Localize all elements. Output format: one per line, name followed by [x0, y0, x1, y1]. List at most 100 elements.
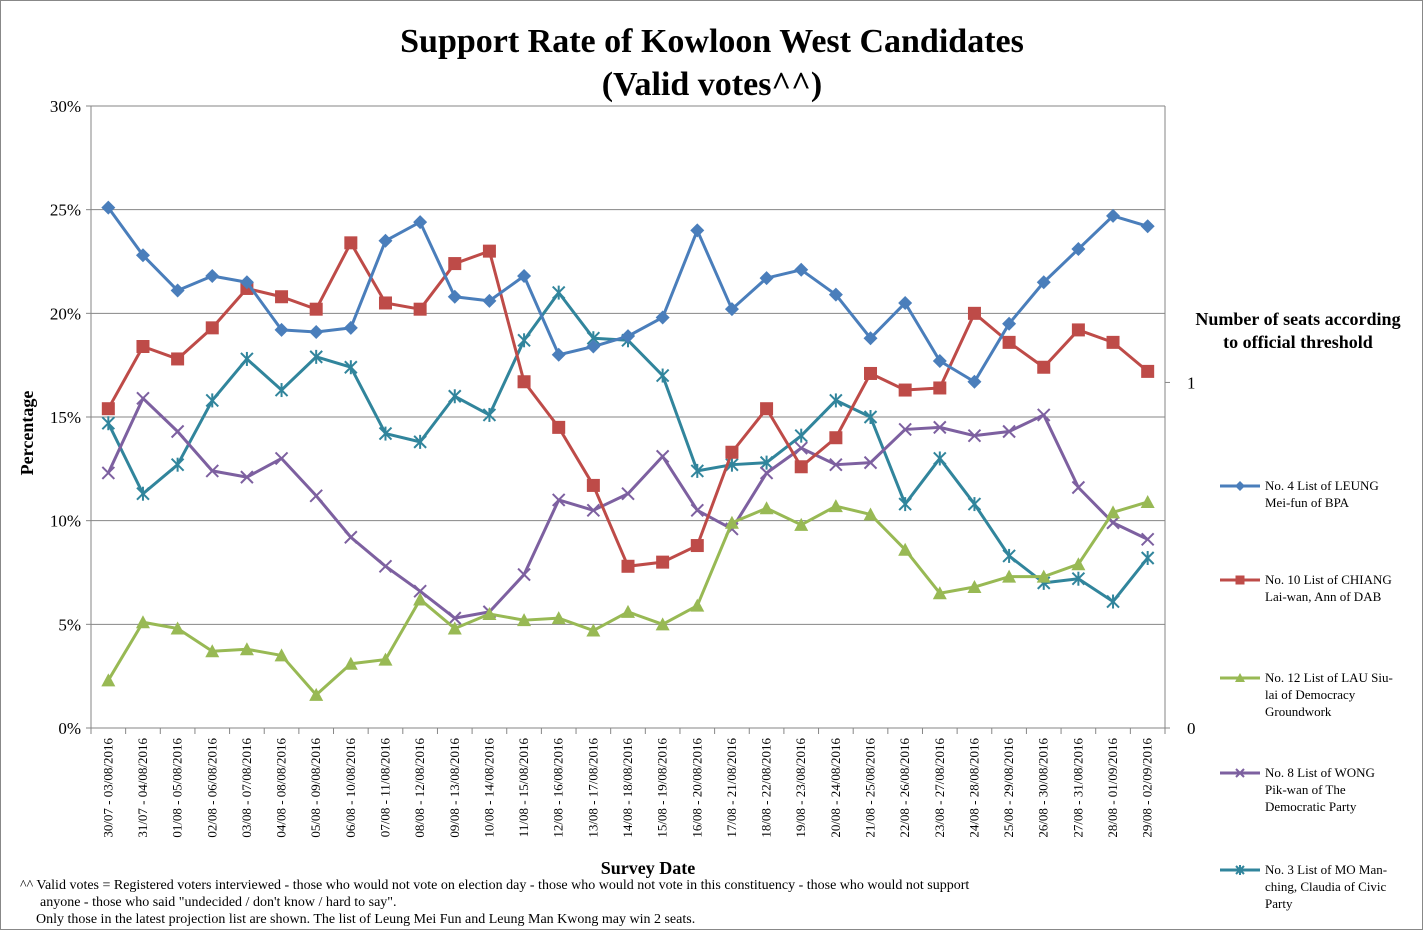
- data-point: [863, 455, 878, 470]
- chart-title-line-1: Support Rate of Kowloon West Candidates: [400, 23, 1024, 60]
- data-point: [1037, 408, 1051, 422]
- data-point-stroke: [448, 611, 462, 625]
- data-point: [170, 621, 185, 635]
- data-point: [1037, 360, 1051, 374]
- x-tick-label: 13/08 - 17/08/2016: [585, 738, 600, 838]
- axes: [86, 105, 1166, 734]
- data-point-stroke: [552, 493, 566, 507]
- legend-label: Mei-fun of BPA: [1265, 495, 1350, 510]
- data-point: [378, 233, 393, 248]
- footnote-line-2: anyone - those who said "undecided / don…: [40, 895, 397, 910]
- data-point: [448, 611, 462, 625]
- data-point: [136, 340, 150, 354]
- data-point: [898, 542, 913, 556]
- x-tick-label: 18/08 - 22/08/2016: [759, 738, 774, 838]
- y-axis-tick-labels: 0% 5% 10% 15% 20% 25% 30%: [50, 97, 81, 738]
- data-point: [1071, 323, 1085, 337]
- data-point: [170, 457, 185, 472]
- y-tick-label: 10%: [50, 512, 81, 531]
- x-tick-label: 01/08 - 05/08/2016: [170, 738, 185, 838]
- data-point: [898, 422, 912, 437]
- legend-label: lai of Democracy: [1265, 687, 1356, 702]
- footnote-line-3: Only those in the latest projection list…: [36, 912, 696, 927]
- data-point: [274, 322, 289, 337]
- data-point: [1140, 550, 1155, 565]
- data-point: [309, 349, 323, 364]
- data-point: [171, 352, 185, 366]
- legend-item: No. 8 List of WONG Pik-wan of The Democrat…: [1220, 765, 1375, 814]
- x-tick-label: 07/08 - 11/08/2016: [377, 738, 392, 838]
- data-point: [482, 407, 497, 422]
- data-point: [621, 487, 635, 501]
- x-tick-label: 20/08 - 24/08/2016: [828, 738, 843, 838]
- data-point: [378, 559, 393, 573]
- x-tick-label: 09/08 - 13/08/2016: [447, 738, 462, 838]
- data-point: [482, 293, 497, 308]
- data-point: [205, 393, 219, 408]
- data-point-stroke: [1106, 516, 1120, 530]
- data-point: [1071, 480, 1086, 495]
- data-point: [413, 215, 428, 230]
- data-point-stroke: [170, 424, 185, 439]
- x-tick-label: 17/08 - 21/08/2016: [724, 738, 739, 838]
- data-point: [794, 262, 809, 277]
- data-point-stroke: [136, 391, 150, 406]
- data-point: [690, 598, 705, 612]
- legend-label: Pik-wan of The: [1265, 782, 1346, 797]
- data-point: [1235, 673, 1245, 682]
- data-point: [933, 420, 947, 435]
- data-point: [1036, 569, 1051, 583]
- data-point: [759, 501, 774, 515]
- data-point: [413, 592, 428, 606]
- data-point: [274, 648, 289, 662]
- data-point: [413, 434, 427, 449]
- data-point: [1036, 275, 1051, 290]
- data-point: [552, 493, 566, 507]
- data-point: [309, 687, 324, 701]
- data-point-stroke: [378, 559, 393, 573]
- data-point: [551, 347, 566, 362]
- data-point: [413, 302, 427, 316]
- data-point: [240, 351, 254, 366]
- legend-item: No. 10 List of CHIANG Lai-wan, Ann of DAB: [1220, 572, 1392, 604]
- x-tick-label: 31/07 - 04/08/2016: [135, 738, 150, 838]
- data-point: [1235, 575, 1245, 585]
- data-point: [794, 441, 808, 455]
- chart-title-line-2: (Valid votes^^): [602, 66, 823, 103]
- data-point: [759, 455, 774, 470]
- data-point-stroke: [274, 451, 289, 466]
- data-point: [829, 431, 843, 445]
- data-point: [205, 269, 220, 284]
- data-point: [1235, 865, 1245, 875]
- y2-axis-title-line-1: Number of seats according: [1195, 309, 1400, 329]
- legend-item: No. 3 List of MO Man-ching, Claudia of C…: [1220, 862, 1387, 911]
- data-point: [1106, 335, 1120, 349]
- data-point: [309, 302, 323, 316]
- series-line: [107, 241, 1149, 568]
- footnote-line-1: ^^ Valid votes = Registered voters inter…: [20, 878, 970, 893]
- data-point: [621, 329, 635, 344]
- x-axis-tick-labels: 30/07 - 03/08/2016 31/07 - 04/08/2016 01/0…: [100, 738, 1154, 838]
- legend: No. 4 List of LEUNG Mei-fun of BPA No. 10 …: [1220, 478, 1393, 911]
- legend-label: Party: [1265, 896, 1293, 911]
- data-point: [932, 354, 947, 369]
- data-point-stroke: [967, 428, 982, 443]
- data-point-stroke: [690, 503, 704, 518]
- data-point: [725, 445, 739, 459]
- data-point: [275, 290, 289, 304]
- data-point: [135, 248, 150, 263]
- data-point: [1235, 481, 1245, 491]
- data-point: [170, 283, 185, 298]
- data-point: [690, 503, 704, 518]
- data-point: [170, 424, 185, 439]
- x-tick-label: 06/08 - 10/08/2016: [343, 738, 358, 838]
- data-point: [932, 586, 947, 600]
- legend-label: No. 3 List of MO Man-: [1265, 862, 1387, 877]
- data-point: [1002, 424, 1016, 439]
- legend-label: Groundwork: [1265, 704, 1332, 719]
- data-point-stroke: [240, 470, 254, 484]
- data-point: [864, 366, 878, 380]
- data-point: [378, 652, 393, 666]
- y2-tick-label: 0: [1187, 719, 1196, 738]
